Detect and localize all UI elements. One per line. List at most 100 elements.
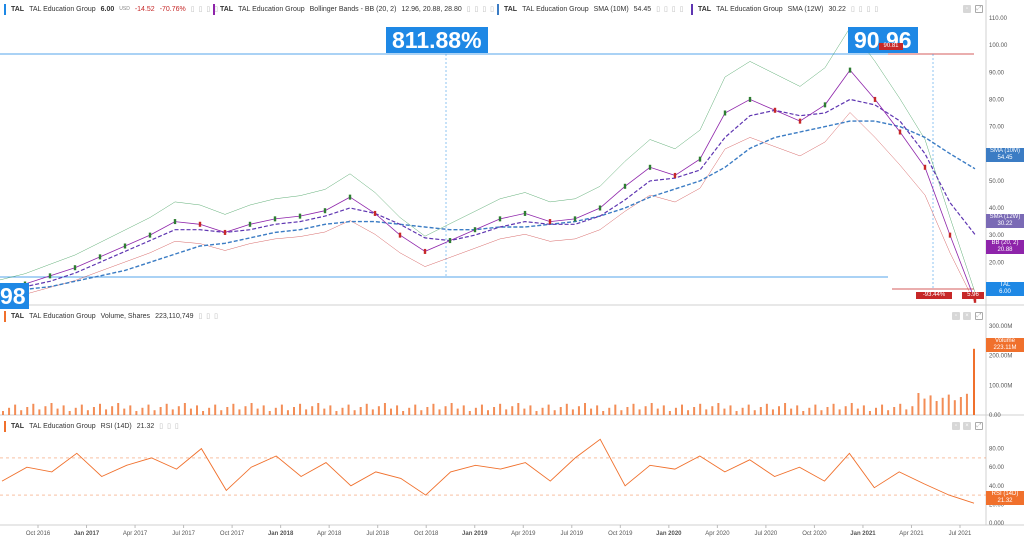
price-candle — [923, 164, 927, 170]
volume-bar — [26, 407, 29, 415]
volume-bar — [887, 410, 890, 415]
volume-bar — [705, 409, 708, 415]
price-tag-label: TAL — [999, 282, 1011, 288]
volume-bar — [129, 405, 132, 415]
volume-bar — [723, 408, 726, 415]
price-candle — [873, 96, 877, 102]
volume-bar — [250, 403, 253, 415]
panel-close-icon[interactable]: × — [963, 312, 971, 320]
volume-bar — [553, 410, 556, 415]
volume-bar — [820, 410, 823, 415]
legend-volume[interactable]: TAL TAL Education Group Volume, Shares 2… — [4, 307, 219, 325]
volume-bar — [323, 408, 326, 415]
volume-bar — [953, 400, 956, 415]
volume-bar — [68, 411, 71, 415]
low-price-tag: 5.96 — [962, 292, 984, 299]
legend-tool-icons[interactable]: ▯ ▯ ▯ — [159, 423, 180, 430]
price-candle — [798, 118, 802, 124]
legend-bb[interactable]: TAL TAL Education Group Bollinger Bands … — [213, 0, 495, 18]
x-tick-label: Jan 2021 — [850, 531, 876, 537]
volume-bar — [559, 407, 562, 415]
x-tick-label: Jul 2018 — [366, 531, 389, 537]
volume-bar — [408, 407, 411, 415]
volume-bar — [20, 410, 23, 415]
volume-bar — [899, 403, 902, 415]
volume-bar — [529, 405, 532, 415]
price-candle — [423, 248, 427, 254]
volume-bar — [99, 403, 101, 415]
x-tick-label: Oct 2019 — [608, 531, 633, 537]
volume-bar — [420, 410, 423, 415]
price-candle — [623, 183, 627, 189]
legend-tool-icons[interactable]: ▯ ▯ ▯ ▯ — [190, 6, 220, 13]
price-tag-label: Volume — [994, 338, 1015, 344]
y-tick-label: 20.00 — [989, 260, 1005, 266]
legend-values: 223,110,749 — [155, 312, 194, 320]
volume-bar — [305, 409, 308, 415]
x-tick-label: Jul 2021 — [949, 531, 972, 537]
legend-sma12[interactable]: TAL TAL Education Group SMA (12W) 30.22 … — [691, 0, 879, 18]
volume-bar — [226, 407, 229, 415]
volume-bar — [699, 403, 702, 415]
legend-tool-icons[interactable]: ▯ ▯ ▯ ▯ — [850, 6, 880, 13]
volume-bar — [177, 406, 180, 415]
volume-bar — [141, 407, 144, 415]
series-color-marker — [4, 310, 6, 322]
legend-tool-icons[interactable]: ▯ ▯ ▯ — [198, 313, 219, 320]
volume-bar — [396, 405, 399, 415]
price-candle — [648, 164, 652, 170]
price-candle — [573, 216, 577, 222]
price-candle — [148, 232, 152, 238]
price-tag-sma12: SMA (12W) 30.22 — [986, 214, 1024, 228]
legend-tool-icons[interactable]: ▯ ▯ ▯ ▯ — [466, 6, 495, 13]
panel-minimize-icon[interactable]: ▫ — [952, 422, 960, 430]
volume-bar — [881, 404, 884, 415]
y-tick-label: 300.00M — [989, 324, 1012, 330]
price-candle — [498, 216, 502, 222]
volume-bar — [353, 410, 356, 415]
panel-minimize-icon[interactable]: ▫ — [963, 5, 971, 13]
panel-expand-icon[interactable]: ⤢ — [975, 5, 983, 13]
legend-sma10[interactable]: TAL TAL Education Group SMA (10M) 54.45 … — [497, 0, 684, 18]
volume-bar — [238, 409, 241, 415]
volume-bar — [62, 405, 65, 415]
volume-bar — [293, 407, 295, 415]
volume-bar — [796, 405, 799, 415]
panel-expand-icon[interactable]: ⤢ — [975, 312, 983, 320]
price-tag-label: SMA (12W) — [989, 214, 1021, 220]
volume-bar — [614, 404, 617, 415]
panel-expand-icon[interactable]: ⤢ — [975, 422, 983, 430]
volume-bar — [735, 411, 738, 415]
volume-bar — [808, 407, 811, 415]
price-tag-sma10: SMA (10M) 54.45 — [986, 148, 1024, 162]
y-tick-label: 80.00 — [989, 447, 1005, 453]
price-candle — [198, 221, 202, 227]
legend-tool-icons[interactable]: ▯ ▯ ▯ ▯ — [656, 6, 685, 13]
volume-bar — [183, 403, 186, 415]
price-candle — [948, 232, 952, 238]
panel-close-icon[interactable]: × — [963, 422, 971, 430]
volume-bar — [814, 404, 817, 415]
volume-bar — [747, 404, 750, 415]
volume-bar — [2, 411, 4, 415]
price-candle — [448, 238, 452, 244]
volume-bar — [674, 407, 677, 415]
legend-main[interactable]: TAL TAL Education Group 6.00 USD -14.52 … — [4, 0, 219, 18]
price-candle — [223, 229, 227, 235]
legend-values: 54.45 — [633, 5, 652, 13]
volume-bar — [790, 408, 793, 415]
legend-rsi[interactable]: TAL TAL Education Group RSI (14D) 21.32 … — [4, 417, 180, 435]
panel-minimize-icon[interactable]: ▫ — [952, 312, 960, 320]
price-candle — [348, 194, 352, 200]
legend-name: TAL Education Group — [29, 422, 96, 430]
volume-bar — [584, 403, 586, 415]
volume-bar — [917, 393, 920, 415]
volume-bar — [753, 410, 756, 415]
legend-change-pct: -70.76% — [159, 5, 186, 13]
volume-bar — [117, 403, 120, 415]
legend-name: TAL Education Group — [716, 5, 783, 13]
x-tick-label: Jan 2017 — [74, 531, 100, 537]
volume-bar — [759, 407, 762, 415]
volume-bar — [456, 408, 459, 415]
volume-bar — [44, 406, 47, 415]
